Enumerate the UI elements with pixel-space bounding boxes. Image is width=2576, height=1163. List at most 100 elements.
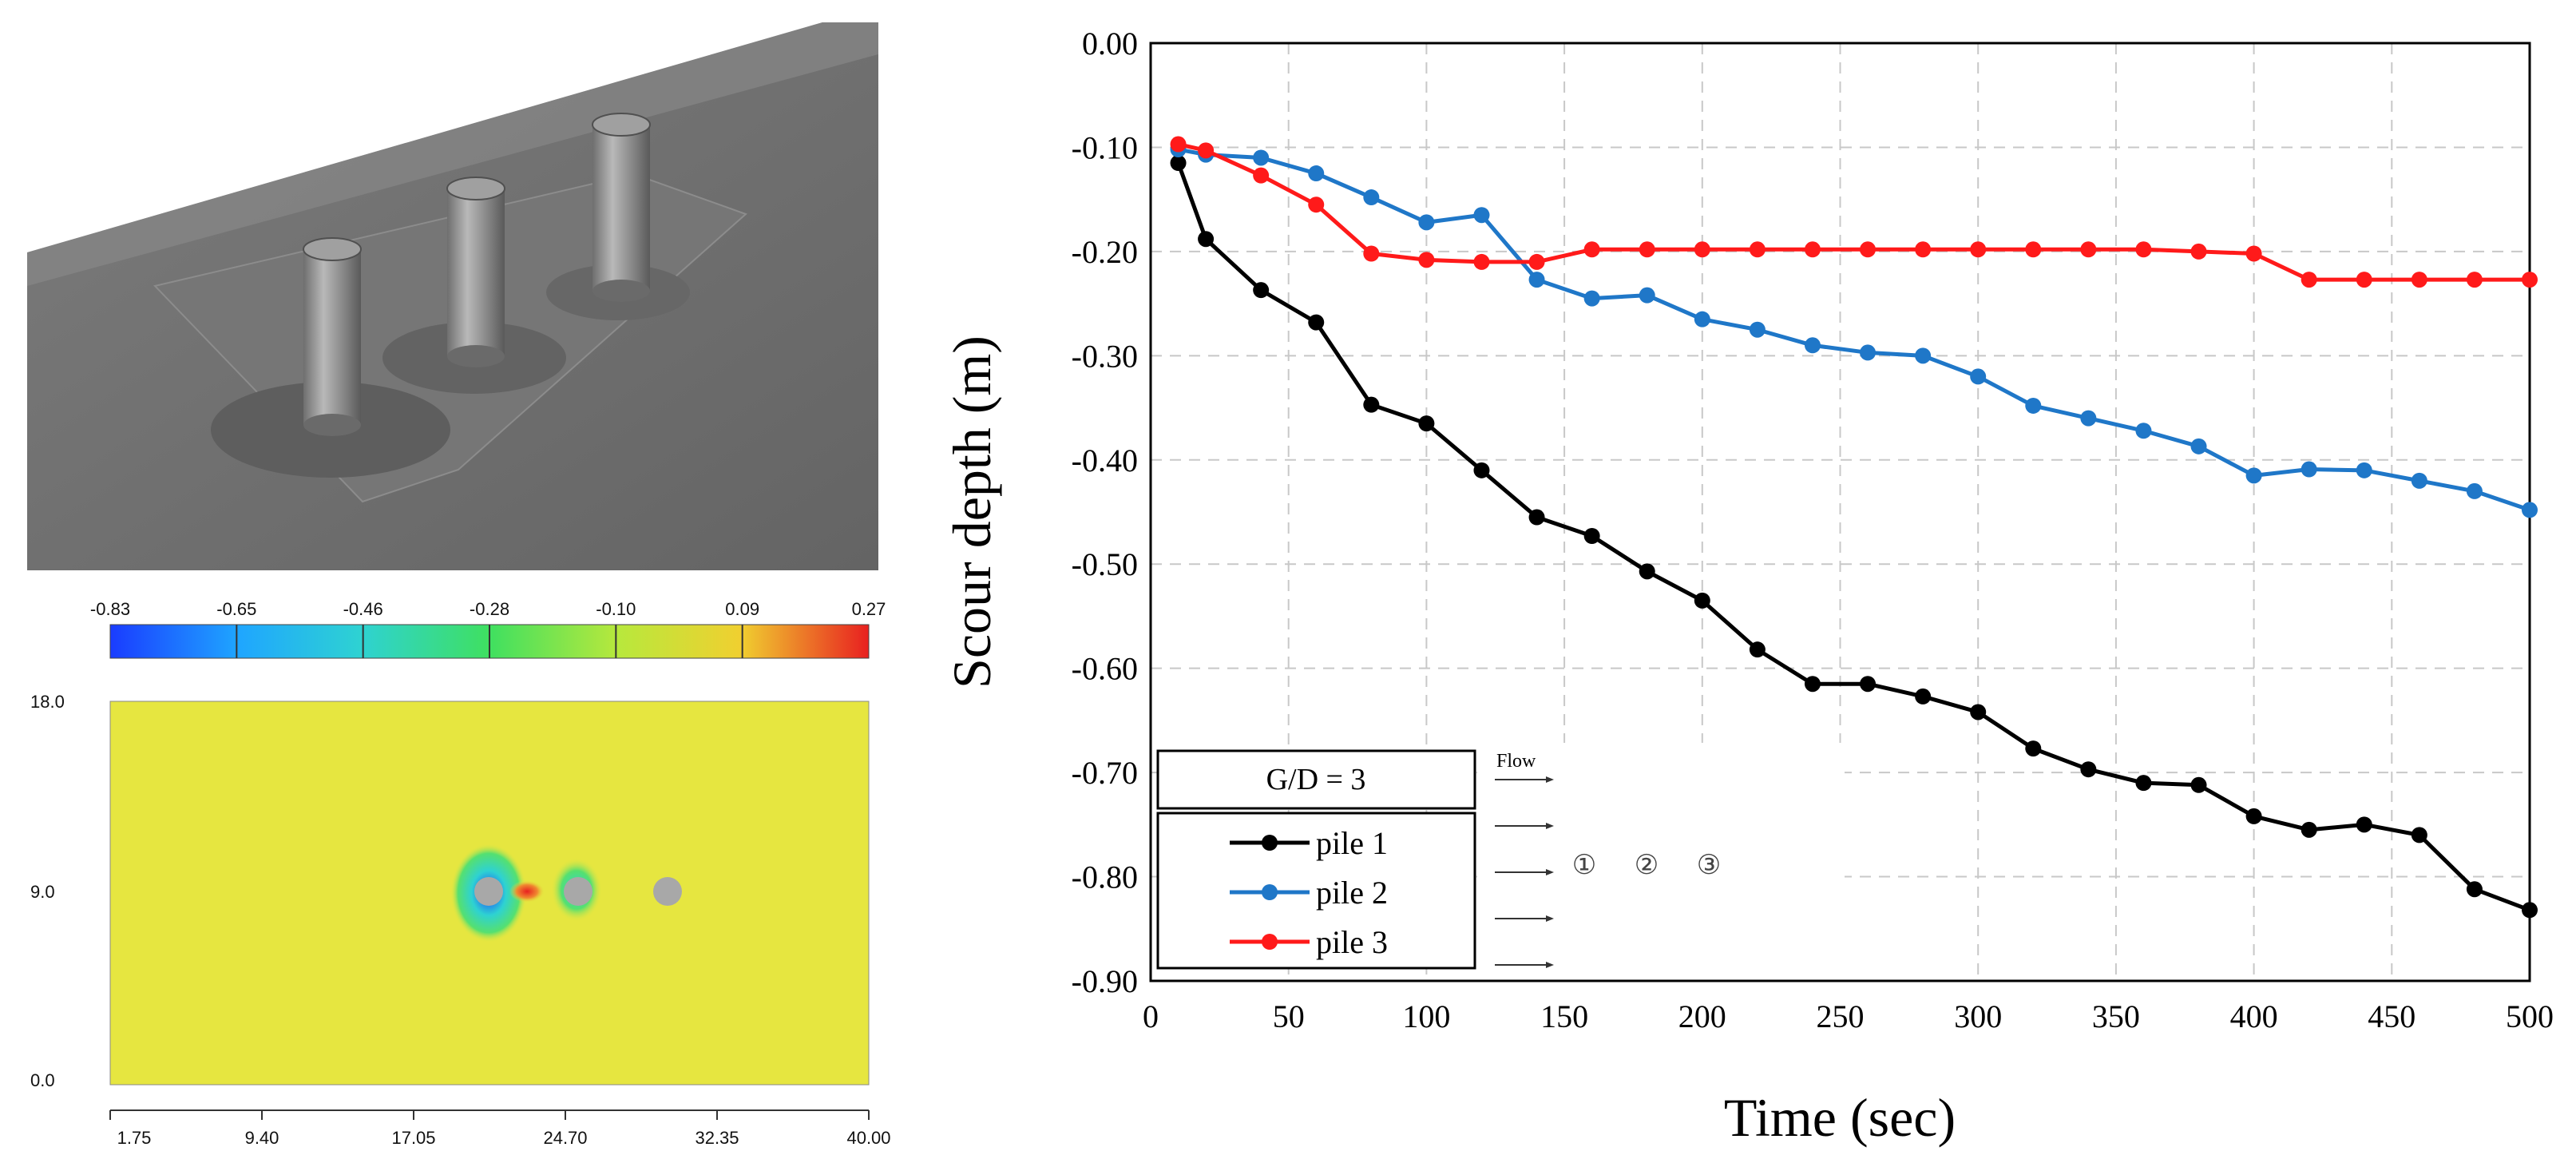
seabed-edge [27,22,878,286]
colorbar-tick-label: -0.28 [470,599,509,619]
pile-1-marker [474,877,503,906]
legend-item: pile 1 [1230,825,1388,861]
data-point [2080,410,2097,427]
data-point [2025,397,2042,414]
x-tick-label: 400 [2230,998,2278,1034]
colorbar-tick-label: -0.10 [596,599,636,619]
data-point [2301,461,2317,478]
data-point [2356,272,2372,288]
y-tick-label: -0.30 [1072,338,1138,374]
pile-2-cylinder [446,177,505,367]
bed-elevation-contour: -0.83 -0.65 -0.46 -0.28 -0.10 0.09 0.27 18.0 9.… [0,583,926,1159]
data-point [1970,241,1987,258]
data-point [2522,272,2538,288]
data-point [1749,321,1766,338]
legend-swatch-marker [1262,835,1278,851]
data-point [1804,337,1821,354]
data-point [2301,272,2317,288]
data-point [1583,290,1600,307]
contour-x-tick-label: 32.35 [695,1128,739,1148]
series-pile-1 [1170,155,2538,919]
series-line [1177,142,2530,282]
contour-x-tick-label: 40.00 [846,1128,890,1148]
contour-x-tick-label: 24.70 [543,1128,587,1148]
data-point [2466,272,2483,288]
data-point [1583,241,1600,258]
data-point [1308,196,1325,213]
data-point [1639,241,1655,258]
x-tick-label: 450 [2368,998,2415,1034]
y-tick-labels: 0.00 -0.10 -0.20 -0.30 -0.40 -0.50 -0.60 -0.70 -… [1072,26,1138,999]
data-point [2466,482,2483,499]
contour-y-tick-label: 9.0 [30,882,55,902]
legend-title: G/D = 3 [1266,763,1366,796]
data-point [1860,676,1877,693]
y-tick-label: -0.70 [1072,755,1138,791]
legend: G/D = 3 pile 1 pile 2 pile 3 Flow ① ② ③ [1156,743,1845,974]
data-point [2135,775,2152,792]
legend-item: pile 3 [1230,924,1388,960]
y-tick-label: -0.90 [1072,963,1138,999]
x-tick-label: 100 [1402,998,1450,1034]
colorbar-tick-label: -0.46 [343,599,383,619]
scour-3d-render [27,22,878,570]
data-point [1915,241,1932,258]
data-point [1418,415,1435,432]
x-tick-label: 500 [2506,998,2554,1034]
data-point [1528,253,1545,270]
data-point [1915,688,1932,705]
contour-y-tick-label: 18.0 [30,692,65,712]
x-tick-label: 200 [1678,998,1726,1034]
data-point [2190,243,2207,260]
contour-y-ticks: 18.0 9.0 0.0 [30,692,65,1090]
chart-series [1170,136,2538,919]
data-point [2356,816,2372,833]
flow-inset-background [1477,743,1845,974]
data-point [2245,808,2262,824]
data-point [2135,423,2152,439]
data-point [1418,214,1435,231]
pile-number-marker: ② [1635,851,1659,880]
data-point [2411,472,2427,489]
data-point [1694,241,1710,258]
data-point [2080,761,2097,778]
data-point [1749,241,1766,258]
data-point [1860,344,1877,361]
chart-gridlines [1151,43,2530,981]
flow-arrow-head [1546,823,1554,829]
data-point [1860,241,1877,258]
data-point [1363,189,1380,206]
pile-2-marker [564,877,592,906]
data-point [2135,241,2152,258]
flow-arrow-head [1546,962,1554,968]
data-point [2190,438,2207,454]
data-point [1970,368,1987,385]
data-point [1639,563,1655,580]
data-point [1253,167,1270,184]
flow-arrows [1495,776,1554,968]
pile-number-marker: ① [1572,851,1596,880]
data-point [1528,272,1545,288]
y-tick-label: 0.00 [1082,26,1138,62]
flow-arrow-head [1546,869,1554,875]
y-tick-label: -0.40 [1072,443,1138,478]
colorbar-tick-label: 0.09 [725,599,759,619]
flow-label: Flow [1496,751,1536,772]
series-line [1178,147,2530,512]
data-point [2245,467,2262,484]
data-point [1170,136,1187,153]
data-point [1694,592,1710,609]
y-tick-label: -0.60 [1072,651,1138,687]
chart-svg: 0.00 -0.10 -0.20 -0.30 -0.40 -0.50 -0.60 -0.70 -… [941,26,2554,1148]
pile-number-marker: ③ [1697,851,1721,880]
data-point [1694,311,1710,327]
data-point [1418,252,1435,268]
x-axis-label: Time (sec) [1724,1087,1956,1148]
x-tick-label: 300 [1954,998,2002,1034]
data-point [1363,245,1380,262]
colorbar-tick-label: -0.83 [90,599,130,619]
data-point [1970,704,1987,720]
data-point [1170,155,1187,172]
data-point [2411,827,2427,843]
data-point [1253,282,1270,299]
